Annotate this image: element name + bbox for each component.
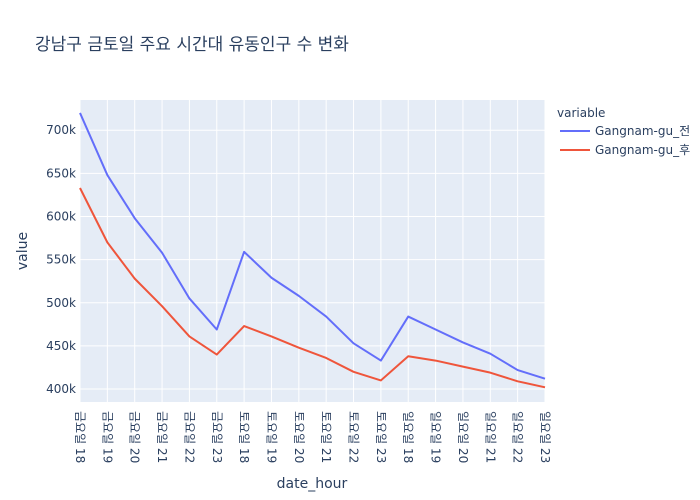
x-tick-label: 일요일 22: [511, 411, 525, 463]
x-tick-label: 일요일 20: [456, 411, 470, 463]
y-tick-label: 600k: [46, 209, 76, 223]
y-tick-label: 450k: [46, 339, 76, 353]
x-tick-label: 금요일 18: [73, 411, 87, 463]
y-tick-label: 700k: [46, 123, 76, 137]
x-axis-title: date_hour: [277, 476, 348, 492]
y-tick-label: 650k: [46, 166, 76, 180]
y-axis-title: value: [15, 232, 31, 270]
x-tick-labels: 금요일 18 금요일 19 금요일 20 금요일 21 금요일 22 금요일 23 토요일 …: [73, 411, 552, 463]
legend-entry: Gangnam-gu_전: [595, 124, 690, 138]
x-tick-label: 토요일 21: [319, 411, 333, 463]
x-tick-label: 금요일 21: [155, 411, 169, 463]
y-tick-labels: 400k 450k 500k 550k 600k 650k 700k: [46, 123, 76, 396]
x-tick-label: 일요일 23: [538, 411, 552, 463]
x-tick-label: 일요일 21: [483, 411, 497, 463]
x-tick-label: 금요일 19: [100, 411, 114, 463]
x-tick-label: 금요일 23: [210, 411, 224, 463]
x-tick-label: 토요일 23: [374, 411, 388, 463]
series-line-1: [79, 112, 546, 380]
series-lines: [79, 112, 546, 389]
legend: variable Gangnam-gu_전 Gangnam-gu_후: [557, 106, 690, 157]
x-tick-label: 금요일 20: [128, 411, 142, 463]
chart-title: 강남구 금토일 주요 시간대 유동인구 수 변화: [35, 35, 349, 55]
x-tick-label: 토요일 22: [347, 411, 361, 463]
plot-background: [80, 100, 545, 402]
x-tick-label: 일요일 19: [429, 411, 443, 463]
series-line-2: [79, 187, 546, 389]
x-tick-label: 토요일 20: [292, 411, 306, 463]
x-tick-label: 토요일 18: [237, 411, 251, 463]
legend-title: variable: [557, 106, 605, 120]
x-tick-label: 금요일 22: [182, 411, 196, 463]
x-tick-label: 일요일 18: [401, 411, 415, 463]
x-tick-label: 토요일 19: [264, 411, 278, 463]
y-tick-label: 400k: [46, 382, 76, 396]
y-tick-label: 500k: [46, 296, 76, 310]
y-tick-label: 550k: [46, 253, 76, 267]
legend-entry: Gangnam-gu_후: [595, 143, 690, 157]
gridlines: [79, 100, 546, 402]
